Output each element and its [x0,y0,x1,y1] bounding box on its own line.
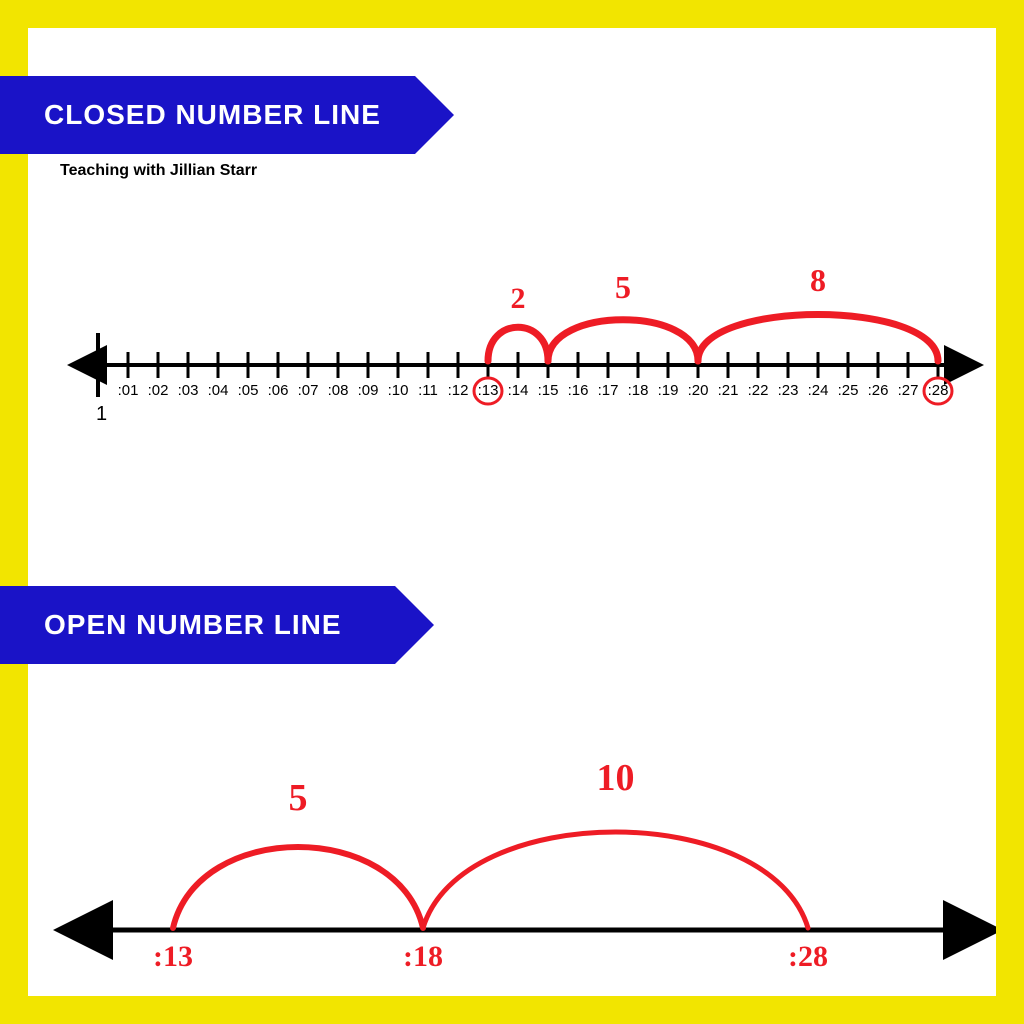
closed-number-line-svg: 1 :01 :02 :03 :04 :05 :06 :07 :08 :09 :10 :11 :12 :13… [28,255,996,425]
arc-label: 5 [615,269,631,305]
open-banner: OPEN NUMBER LINE [0,586,395,664]
open-line-mark: :18 [403,940,443,973]
tick-label: :01 [118,382,139,399]
tick-label: :21 [718,382,739,399]
tick-label: :09 [358,382,379,399]
tick-label: :05 [238,382,259,399]
tick-label: :28 [928,382,949,399]
tick-label: :17 [598,382,619,399]
tick-label: :18 [628,382,649,399]
arc-label: 2 [511,282,526,315]
tick-label: :03 [178,382,199,399]
tick-label: :14 [508,382,529,399]
tick-label: :20 [688,382,709,399]
tick-label: :27 [898,382,919,399]
tick-label: :19 [658,382,679,399]
open-number-line-svg: 5 10 :13 :18 :28 [28,735,996,985]
tick-label: :25 [838,382,859,399]
tick-label: :13 [478,382,499,399]
closed-banner-label: CLOSED NUMBER LINE [44,99,381,131]
tick-label: :11 [418,382,438,399]
tick-label: :07 [298,382,319,399]
tick-label: :08 [328,382,349,399]
tick-label: :15 [538,382,559,399]
tick-label: :26 [868,382,889,399]
svg-text:1: 1 [96,403,107,425]
tick-label: :23 [778,382,799,399]
closed-number-line-diagram: 1 :01 :02 :03 :04 :05 :06 :07 :08 :09 :10 :11 :12 :13… [28,255,996,425]
subtitle: Teaching with Jillian Starr [60,162,257,180]
tick-label: :16 [568,382,589,399]
open-banner-label: OPEN NUMBER LINE [44,609,342,641]
arc-label: 10 [597,757,635,799]
tick-label: :04 [208,382,229,399]
open-number-line-diagram: 5 10 :13 :18 :28 [28,735,996,985]
open-line-mark: :13 [153,940,193,973]
closed-banner: CLOSED NUMBER LINE [0,76,415,154]
subtitle-text: Teaching with Jillian Starr [60,162,257,179]
open-line-mark: :28 [788,940,828,973]
tick-label: :12 [448,382,469,399]
arc-label: 5 [289,777,308,819]
tick-label: :22 [748,382,769,399]
tick-label: :24 [808,382,829,399]
arc-label: 8 [810,262,826,298]
tick-label: :10 [388,382,409,399]
tick-label: :02 [148,382,169,399]
tick-label: :06 [268,382,289,399]
